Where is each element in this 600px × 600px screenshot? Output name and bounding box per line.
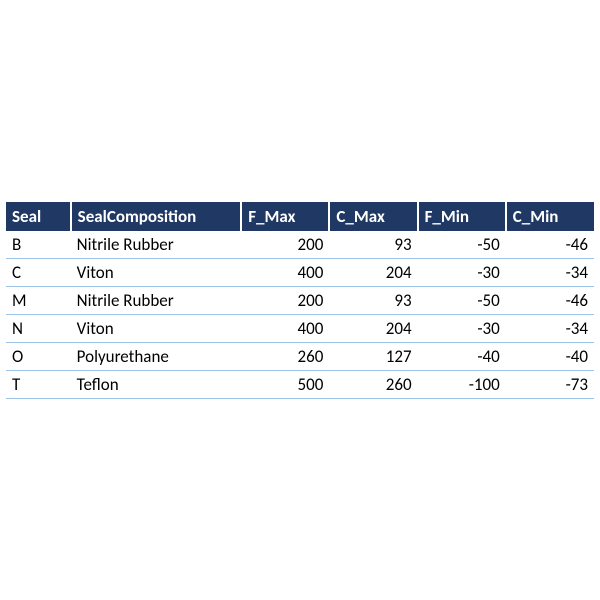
col-header-cmax: C_Max [329, 202, 417, 231]
table-row: TTeflon500260-100-73 [6, 370, 594, 398]
cell-fmin: -50 [418, 231, 506, 259]
cell-fmax: 200 [241, 286, 329, 314]
cell-fmin: -30 [418, 258, 506, 286]
cell-cmin: -46 [506, 231, 594, 259]
cell-comp: Nitrile Rubber [71, 231, 242, 259]
col-header-seal: Seal [6, 202, 71, 231]
cell-cmin: -34 [506, 258, 594, 286]
cell-cmin: -34 [506, 314, 594, 342]
table-row: NViton400204-30-34 [6, 314, 594, 342]
table-row: OPolyurethane260127-40-40 [6, 342, 594, 370]
cell-fmax: 400 [241, 258, 329, 286]
col-header-cmin: C_Min [506, 202, 594, 231]
col-header-comp: SealComposition [71, 202, 242, 231]
cell-cmin: -46 [506, 286, 594, 314]
cell-cmax: 260 [329, 370, 417, 398]
cell-seal: T [6, 370, 71, 398]
cell-fmin: -50 [418, 286, 506, 314]
cell-cmin: -40 [506, 342, 594, 370]
table-row: CViton400204-30-34 [6, 258, 594, 286]
cell-comp: Viton [71, 314, 242, 342]
cell-comp: Teflon [71, 370, 242, 398]
cell-cmax: 93 [329, 286, 417, 314]
cell-fmax: 400 [241, 314, 329, 342]
seal-table: Seal SealComposition F_Max C_Max F_Min C… [6, 202, 594, 399]
cell-seal: C [6, 258, 71, 286]
col-header-fmin: F_Min [418, 202, 506, 231]
cell-cmin: -73 [506, 370, 594, 398]
cell-comp: Nitrile Rubber [71, 286, 242, 314]
cell-seal: N [6, 314, 71, 342]
cell-cmax: 93 [329, 231, 417, 259]
cell-comp: Polyurethane [71, 342, 242, 370]
cell-fmin: -100 [418, 370, 506, 398]
cell-seal: O [6, 342, 71, 370]
col-header-fmax: F_Max [241, 202, 329, 231]
cell-fmin: -30 [418, 314, 506, 342]
table-row: MNitrile Rubber20093-50-46 [6, 286, 594, 314]
table-body: BNitrile Rubber20093-50-46CViton400204-3… [6, 231, 594, 399]
cell-fmax: 260 [241, 342, 329, 370]
cell-fmax: 500 [241, 370, 329, 398]
cell-comp: Viton [71, 258, 242, 286]
cell-cmax: 204 [329, 258, 417, 286]
header-row: Seal SealComposition F_Max C_Max F_Min C… [6, 202, 594, 231]
cell-seal: B [6, 231, 71, 259]
cell-fmax: 200 [241, 231, 329, 259]
seal-table-container: Seal SealComposition F_Max C_Max F_Min C… [0, 202, 600, 399]
cell-cmax: 204 [329, 314, 417, 342]
cell-fmin: -40 [418, 342, 506, 370]
cell-seal: M [6, 286, 71, 314]
cell-cmax: 127 [329, 342, 417, 370]
table-row: BNitrile Rubber20093-50-46 [6, 231, 594, 259]
